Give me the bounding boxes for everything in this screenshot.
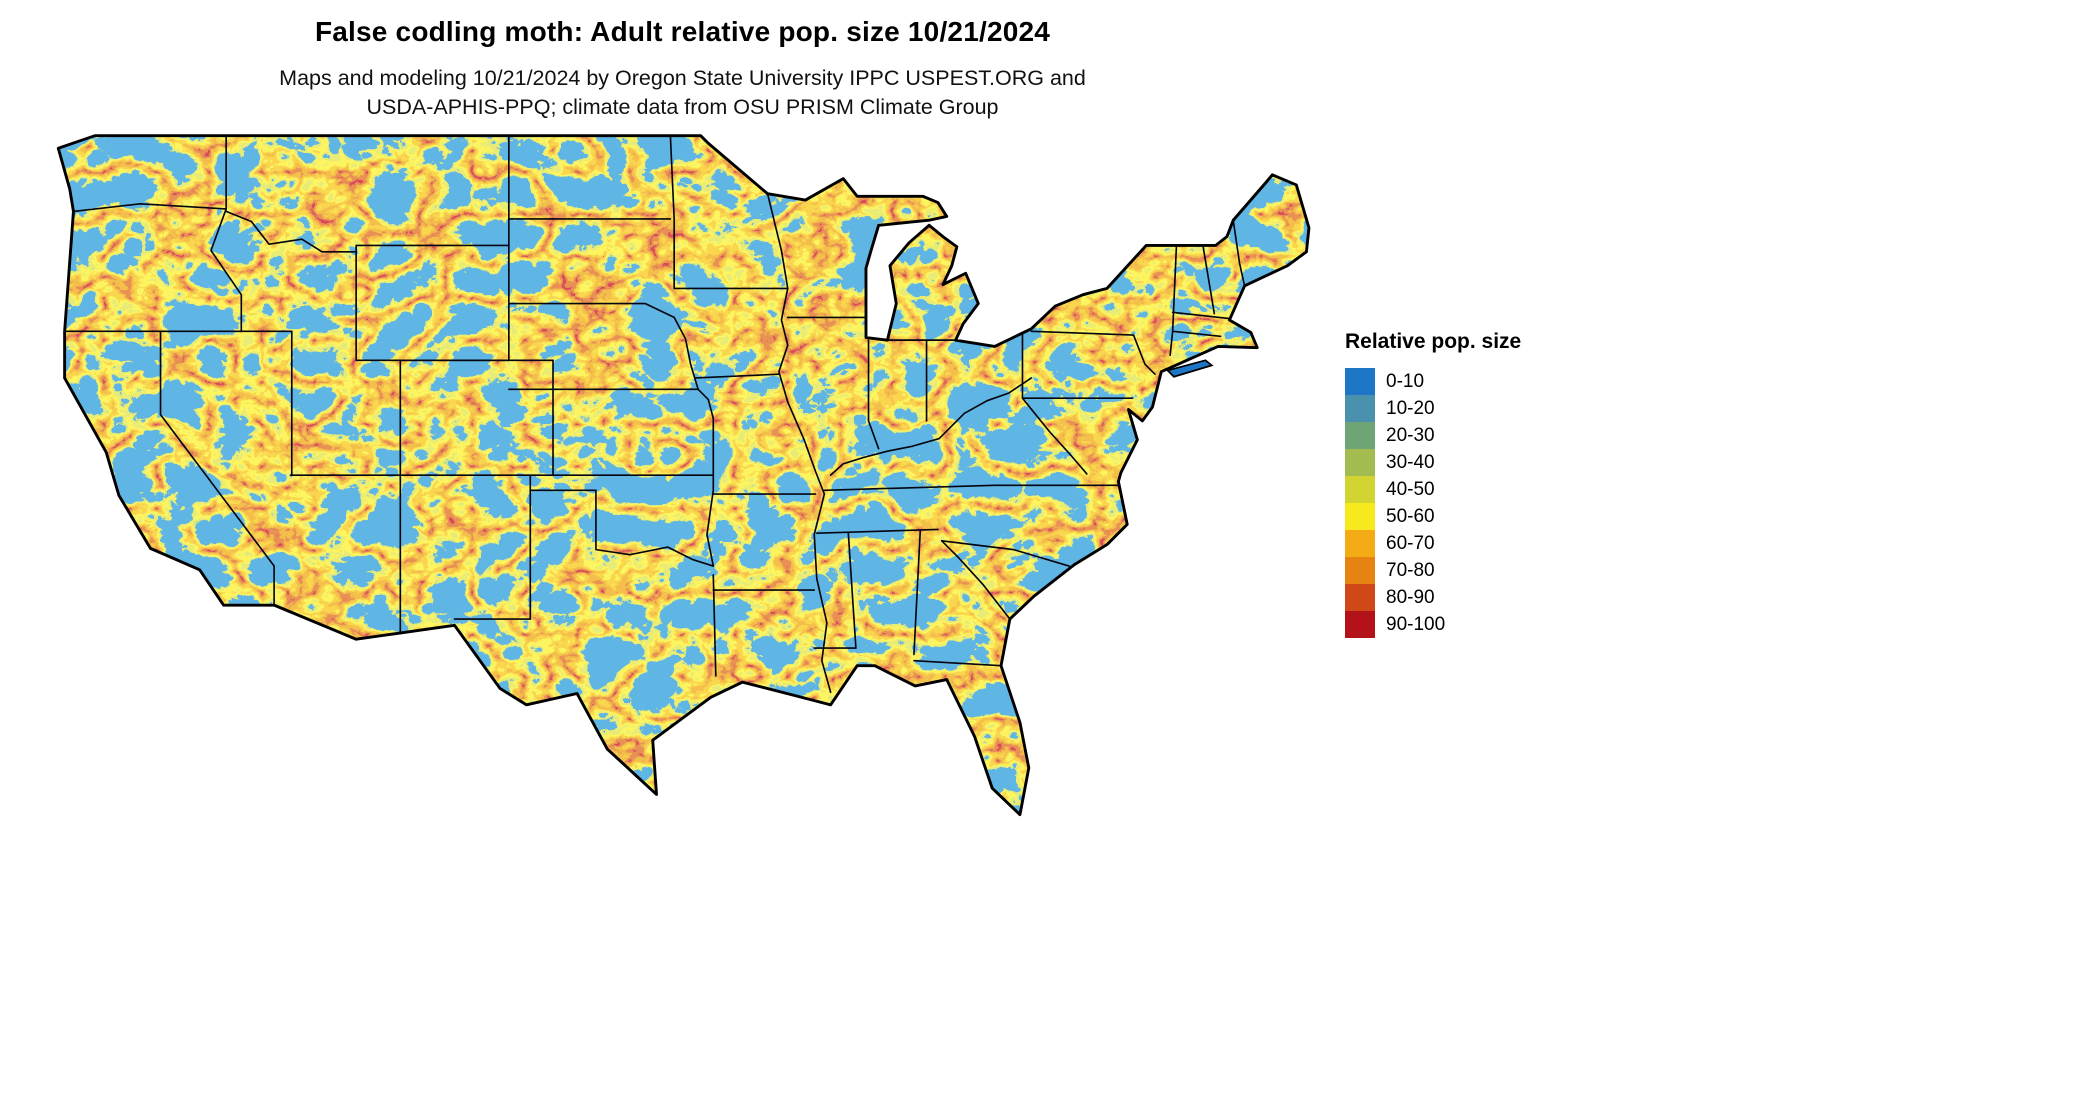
us-outline: [56, 134, 1311, 817]
legend-label: 30-40: [1386, 451, 1435, 473]
legend-swatch: [1345, 584, 1375, 611]
legend-item: 0-10: [1345, 368, 1521, 395]
legend-title: Relative pop. size: [1345, 330, 1522, 353]
legend-item: 90-100: [1345, 611, 1521, 638]
legend-swatch: [1345, 368, 1375, 395]
legend-label: 90-100: [1386, 613, 1446, 635]
legend-item: 20-30: [1345, 422, 1521, 449]
legend-swatch: [1345, 476, 1375, 503]
legend-label: 40-50: [1386, 478, 1435, 500]
legend-label: 60-70: [1386, 532, 1435, 554]
legend-swatch: [1345, 530, 1375, 557]
legend-label: 10-20: [1386, 397, 1435, 419]
legend-item: 10-20: [1345, 395, 1521, 422]
subtitle-line-1: Maps and modeling 10/21/2024 by Oregon S…: [279, 66, 1086, 90]
legend-label: 20-30: [1386, 424, 1435, 446]
us-map: [52, 126, 1314, 842]
legend-item: 50-60: [1345, 503, 1521, 530]
page-title: False codling moth: Adult relative pop. …: [314, 16, 1051, 47]
map-header: False codling moth: Adult relative pop. …: [0, 16, 1365, 122]
legend-swatch: [1345, 557, 1375, 584]
legend-swatch: [1345, 449, 1375, 476]
long-island: [1165, 359, 1214, 378]
legend-item: 30-40: [1345, 449, 1521, 476]
subtitle-line-2: USDA-APHIS-PPQ; climate data from OSU PR…: [366, 94, 999, 119]
legend-item: 70-80: [1345, 557, 1521, 584]
legend-swatch: [1345, 422, 1375, 449]
legend-label: 70-80: [1386, 559, 1435, 581]
legend-item: 60-70: [1345, 530, 1521, 557]
legend-label: 0-10: [1386, 370, 1425, 392]
us-map-svg: [56, 134, 1311, 817]
legend-label: 80-90: [1386, 586, 1435, 608]
legend-label: 50-60: [1386, 505, 1435, 527]
legend-item: 80-90: [1345, 584, 1521, 611]
population-raster: [58, 135, 1309, 815]
legend-swatch: [1345, 395, 1375, 422]
legend-items: 0-10 10-20 20-30 30-40: [1345, 368, 1521, 638]
state-borders: [63, 135, 1246, 694]
legend: Relative pop. size 0-10 10-20 20-30: [1345, 330, 1521, 638]
legend-swatch: [1345, 611, 1375, 638]
legend-item: 40-50: [1345, 476, 1521, 503]
legend-swatch: [1345, 503, 1375, 530]
map-subtitle: Maps and modeling 10/21/2024 by Oregon S…: [0, 64, 1365, 122]
